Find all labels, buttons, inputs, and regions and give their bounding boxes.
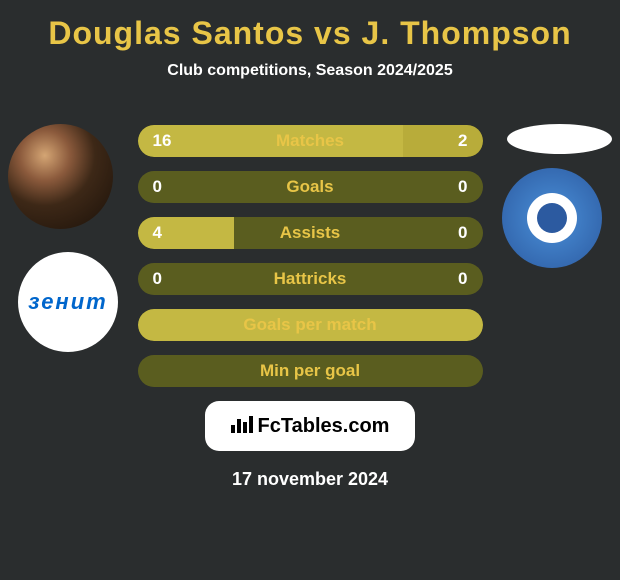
club-left-label: зенит	[28, 289, 107, 315]
stat-row: 0 0 Goals	[138, 171, 483, 203]
player-avatar-right	[507, 124, 612, 154]
stat-value-left: 0	[153, 177, 162, 197]
stats-container: 16 2 Matches 0 0 Goals 4 0 Assists 0 0 Hattricks Goa…	[138, 125, 483, 387]
stat-row: 4 0 Assists	[138, 217, 483, 249]
page-title: Douglas Santos vs J. Thompson	[0, 15, 620, 52]
brand-box[interactable]: FcTables.com	[205, 401, 415, 451]
club-badge-left: зенит	[18, 252, 118, 352]
stat-label: Assists	[280, 223, 340, 243]
stat-value-right: 0	[458, 177, 467, 197]
stat-row: Min per goal	[138, 355, 483, 387]
stat-fill-left	[138, 125, 404, 157]
brand-text: FcTables.com	[258, 415, 390, 438]
stat-row: 0 0 Hattricks	[138, 263, 483, 295]
stat-value-right: 0	[458, 269, 467, 289]
player-avatar-left	[8, 124, 113, 229]
club-right-inner-icon	[527, 193, 577, 243]
stat-label: Goals	[286, 177, 333, 197]
footer-date: 17 november 2024	[0, 469, 620, 490]
stat-value-left: 0	[153, 269, 162, 289]
stat-label: Hattricks	[274, 269, 347, 289]
stat-label: Goals per match	[243, 315, 376, 335]
stat-value-right: 0	[458, 223, 467, 243]
stat-row: Goals per match	[138, 309, 483, 341]
stat-label: Matches	[276, 131, 344, 151]
subtitle: Club competitions, Season 2024/2025	[0, 62, 620, 80]
stat-fill-right	[403, 125, 482, 157]
stat-value-left: 16	[153, 131, 172, 151]
brand-chart-icon	[231, 413, 253, 439]
stat-value-left: 4	[153, 223, 162, 243]
stat-label: Min per goal	[260, 361, 360, 381]
main-container: Douglas Santos vs J. Thompson Club compe…	[0, 0, 620, 580]
stat-row: 16 2 Matches	[138, 125, 483, 157]
club-badge-right	[502, 168, 602, 268]
stat-value-right: 2	[458, 131, 467, 151]
